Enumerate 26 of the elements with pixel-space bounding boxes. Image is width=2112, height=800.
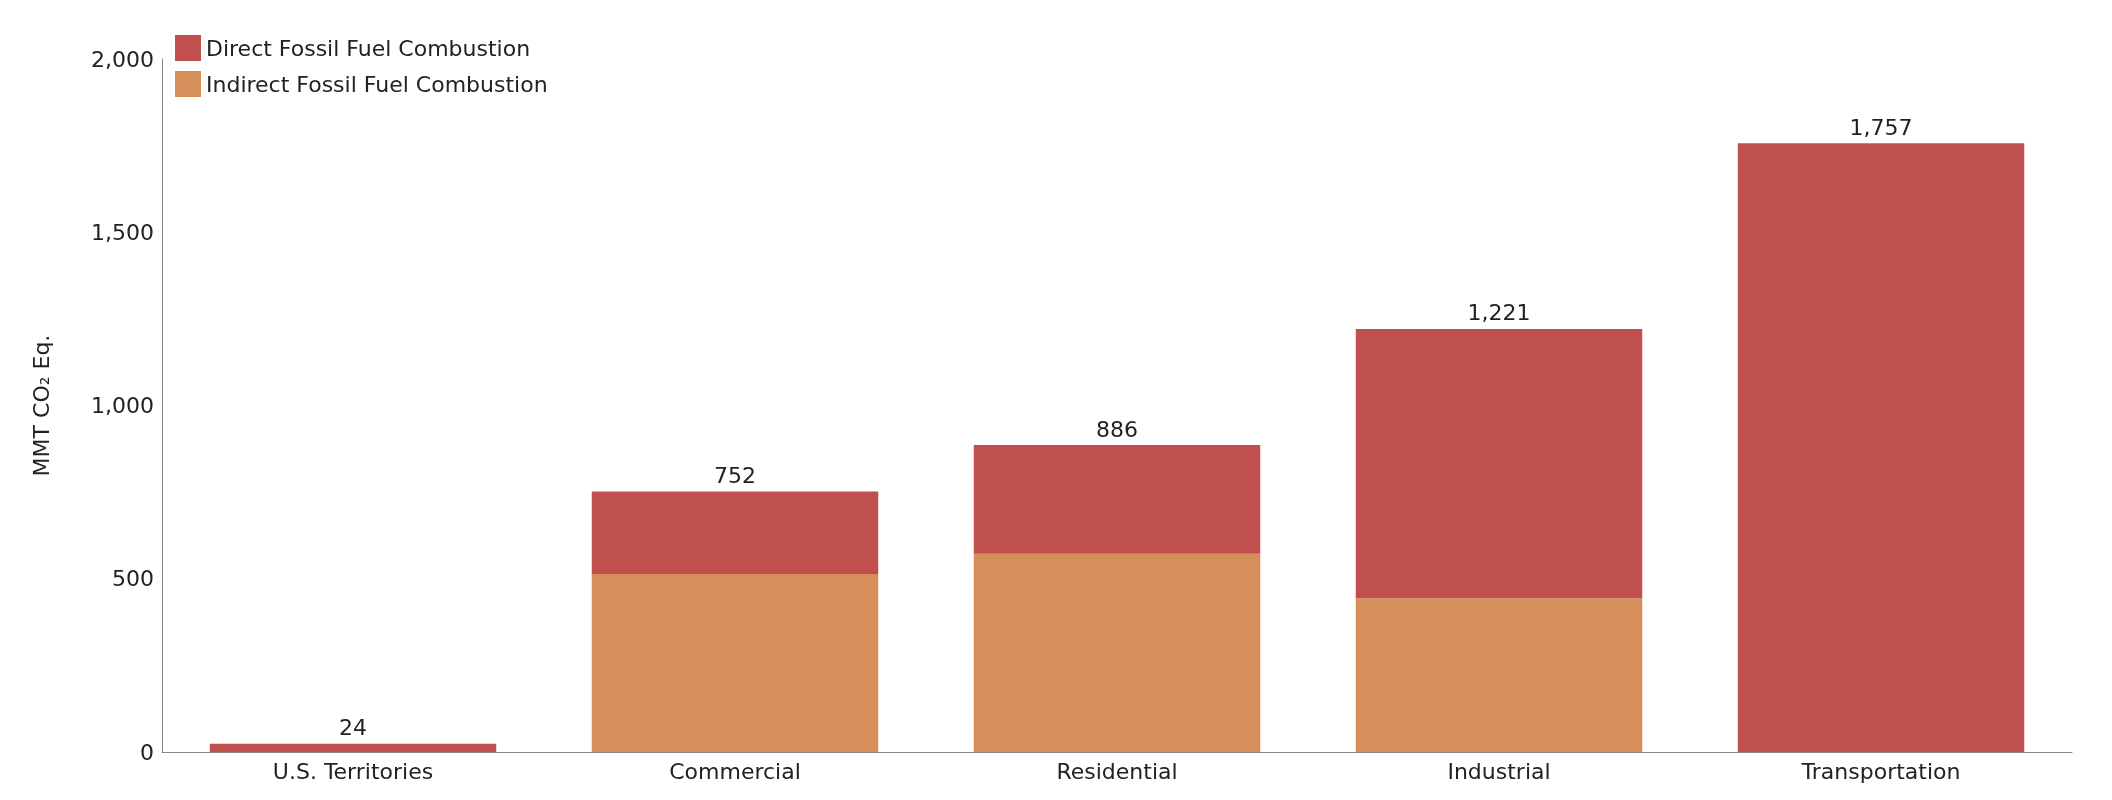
bar: [973, 553, 1261, 752]
total-label: 24: [339, 715, 367, 741]
total-label: 1,757: [1849, 114, 1913, 140]
legend-label: Direct Fossil Fuel Combustion: [206, 35, 531, 61]
x-tick-label: Transportation: [1800, 758, 1961, 784]
total-label: 886: [1096, 416, 1138, 442]
bar: [1355, 598, 1643, 752]
y-tick-label: 2,000: [91, 46, 154, 72]
x-tick-label: U.S. Territories: [272, 758, 434, 784]
total-label: 752: [714, 462, 756, 488]
bar: [1355, 328, 1643, 599]
bar: [973, 445, 1261, 554]
bar: [1737, 143, 2025, 752]
bar: [591, 573, 879, 752]
legend-label: Indirect Fossil Fuel Combustion: [206, 71, 548, 97]
y-tick-label: 0: [140, 739, 154, 765]
bar: [591, 491, 879, 574]
y-tick-label: 1,500: [91, 219, 154, 245]
y-tick-label: 500: [112, 566, 154, 592]
x-tick-label: Commercial: [669, 758, 801, 784]
y-tick-label: 1,000: [91, 393, 154, 418]
total-label: 1,221: [1467, 300, 1531, 326]
bar: [209, 743, 497, 752]
x-tick-label: Industrial: [1447, 758, 1551, 784]
y-axis-title: MMT CO₂ Eq.: [28, 334, 54, 477]
x-tick-label: Residential: [1056, 758, 1178, 784]
